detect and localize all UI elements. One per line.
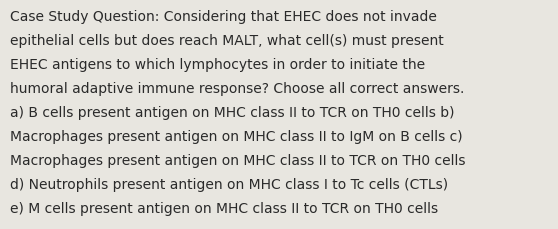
Text: Macrophages present antigen on MHC class II to TCR on TH0 cells: Macrophages present antigen on MHC class… [10,153,465,167]
Text: e) M cells present antigen on MHC class II to TCR on TH0 cells: e) M cells present antigen on MHC class … [10,201,438,215]
Text: d) Neutrophils present antigen on MHC class I to Tc cells (CTLs): d) Neutrophils present antigen on MHC cl… [10,177,448,191]
Text: Macrophages present antigen on MHC class II to IgM on B cells c): Macrophages present antigen on MHC class… [10,129,463,143]
Text: epithelial cells but does reach MALT, what cell(s) must present: epithelial cells but does reach MALT, wh… [10,34,444,48]
Text: Case Study Question: Considering that EHEC does not invade: Case Study Question: Considering that EH… [10,10,437,24]
Text: humoral adaptive immune response? Choose all correct answers.: humoral adaptive immune response? Choose… [10,82,464,96]
Text: EHEC antigens to which lymphocytes in order to initiate the: EHEC antigens to which lymphocytes in or… [10,58,425,72]
Text: a) B cells present antigen on MHC class II to TCR on TH0 cells b): a) B cells present antigen on MHC class … [10,106,455,120]
